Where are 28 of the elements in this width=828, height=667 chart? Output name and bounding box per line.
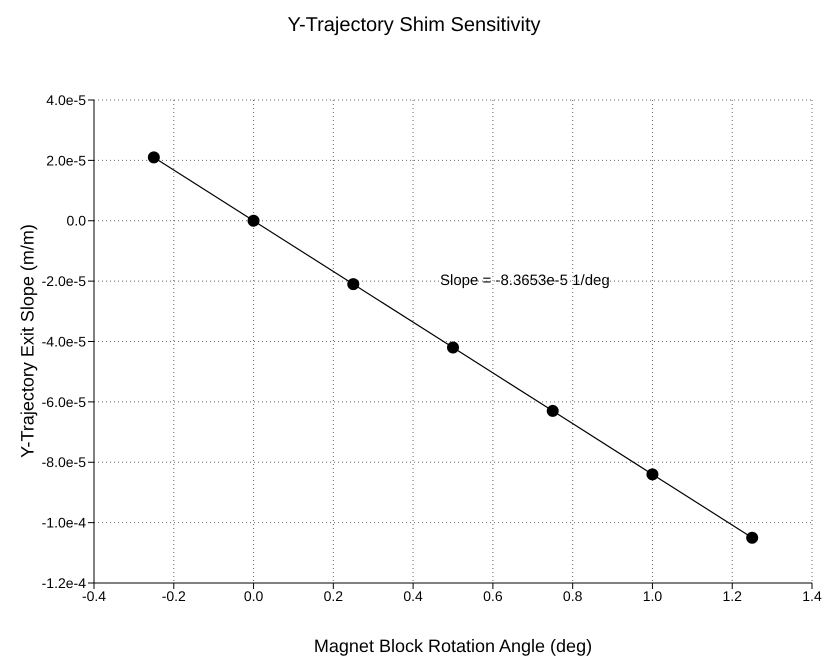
point (646, 468, 658, 480)
y-tick-label: -1.0e-4 (42, 514, 86, 531)
y-tick-label: 2.0e-5 (46, 152, 86, 168)
x-tick-label: 0.0 (244, 588, 264, 604)
point (447, 342, 459, 354)
x-tick-label: 1.0 (642, 588, 662, 604)
x-tick-label: 0.2 (324, 588, 344, 604)
y-tick-label: 0.0 (66, 212, 86, 229)
y-tick-label: -2.0e-5 (42, 273, 86, 290)
x-axis-title: Magnet Block Rotation Angle (deg) (312, 636, 594, 657)
chart-title: Y-Trajectory Shim Sensitivity (286, 14, 542, 37)
x-tick-label: 0.4 (403, 588, 424, 604)
point (148, 151, 160, 164)
x-tick-label: -0.2 (162, 588, 186, 604)
point (248, 214, 260, 227)
x-tick-label: 0.8 (562, 588, 583, 604)
y-tick-label: -6.0e-5 (42, 394, 86, 410)
point (546, 404, 559, 417)
y-tick-label: -4.0e-5 (42, 333, 86, 350)
y-tick-label: 4.0e-5 (46, 92, 86, 108)
x-tick-label: 1.2 (722, 588, 742, 604)
point (746, 532, 758, 544)
x-tick-label: 1.4 (802, 588, 822, 604)
y-tick-label: -8.0e-5 (42, 454, 86, 470)
x-tick-label: 0.6 (483, 588, 503, 604)
y-axis-title: Y-Trajectory Exit Slope (m/m) (18, 224, 38, 458)
annotation: Slope = -8.3653e-5 1/deg (440, 272, 610, 289)
point (347, 278, 360, 290)
